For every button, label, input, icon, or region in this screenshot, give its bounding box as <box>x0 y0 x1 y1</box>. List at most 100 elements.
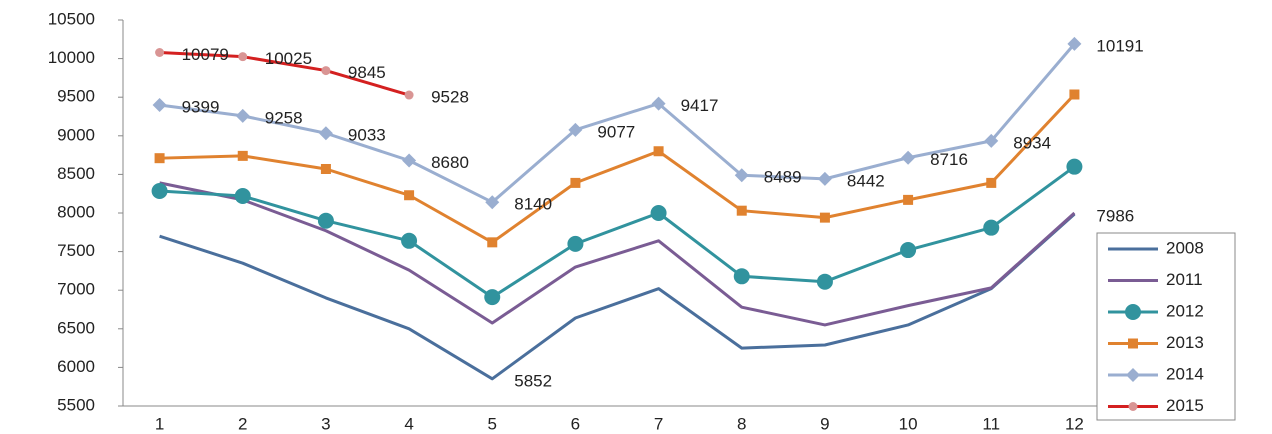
point-marker <box>903 194 914 205</box>
series-line <box>159 212 1076 381</box>
x-tick-label: 5 <box>488 414 497 433</box>
point-marker <box>819 212 830 223</box>
y-tick-label: 5500 <box>57 395 95 414</box>
point-marker <box>734 168 749 183</box>
x-tick-label: 4 <box>404 414 413 433</box>
point-marker <box>1069 89 1080 100</box>
series-line <box>159 165 1076 299</box>
point-marker <box>653 146 664 157</box>
point-marker <box>1067 36 1082 51</box>
data-label: 9417 <box>681 96 719 115</box>
data-label: 8140 <box>514 195 552 214</box>
point-marker <box>151 182 168 199</box>
data-label: 8934 <box>1013 133 1051 152</box>
data-label: 8680 <box>431 153 469 172</box>
data-label: 9399 <box>182 97 220 116</box>
point-marker <box>570 177 581 188</box>
point-marker <box>321 66 331 76</box>
x-tick-label: 1 <box>155 414 164 433</box>
point-marker <box>986 177 997 188</box>
point-marker <box>901 150 916 165</box>
point-marker <box>317 212 334 229</box>
data-label: 7986 <box>1096 207 1134 226</box>
x-tick-label: 2 <box>238 414 247 433</box>
point-marker <box>817 171 832 186</box>
legend-marker <box>1126 368 1140 382</box>
point-marker <box>155 48 165 58</box>
point-marker <box>235 108 250 123</box>
point-marker <box>238 52 248 62</box>
y-tick-label: 6000 <box>57 357 95 376</box>
y-tick-label: 9000 <box>57 125 95 144</box>
legend-label: 2008 <box>1166 238 1204 257</box>
point-marker <box>234 188 251 205</box>
y-tick-label: 8000 <box>57 202 95 221</box>
legend-label: 2011 <box>1166 270 1203 289</box>
x-tick-label: 9 <box>820 414 829 433</box>
point-marker <box>404 90 414 100</box>
series-line <box>159 93 1076 244</box>
data-label: 8716 <box>930 150 968 169</box>
point-marker <box>733 268 750 285</box>
data-label: 9845 <box>348 63 386 82</box>
legend <box>1096 232 1236 421</box>
y-tick-label: 7000 <box>57 280 95 299</box>
legend-marker <box>1128 402 1138 411</box>
data-label: 10079 <box>182 45 229 64</box>
point-marker <box>900 242 917 259</box>
y-tick-label: 9500 <box>57 87 95 106</box>
point-marker <box>568 122 583 137</box>
point-marker <box>984 133 999 148</box>
point-marker <box>152 97 167 112</box>
data-label: 8489 <box>764 168 802 187</box>
legend-marker <box>1125 304 1141 320</box>
data-label: 10025 <box>265 49 312 68</box>
point-marker <box>487 237 498 248</box>
series-line <box>159 181 1076 327</box>
x-tick-label: 7 <box>654 414 663 433</box>
data-label: 10191 <box>1096 36 1143 55</box>
x-tick-label: 3 <box>321 414 330 433</box>
point-marker <box>318 126 333 141</box>
data-label: 9033 <box>348 126 386 145</box>
point-marker <box>736 205 747 216</box>
y-tick-label: 8500 <box>57 164 95 183</box>
data-label: 9258 <box>265 108 303 127</box>
point-marker <box>320 163 331 174</box>
series-line <box>159 51 410 97</box>
x-tick-label: 6 <box>571 414 580 433</box>
point-marker <box>237 150 248 161</box>
legend-label: 2013 <box>1166 333 1204 352</box>
legend-label: 2015 <box>1166 396 1204 415</box>
x-tick-label: 8 <box>737 414 746 433</box>
point-marker <box>154 153 165 164</box>
legend-marker <box>1128 338 1138 349</box>
point-marker <box>404 190 415 201</box>
x-tick-label: 10 <box>899 414 918 433</box>
point-marker <box>650 205 667 221</box>
y-tick-label: 6500 <box>57 318 95 337</box>
point-marker <box>1066 158 1083 175</box>
point-marker <box>651 96 666 111</box>
x-tick-label: 11 <box>982 414 1000 433</box>
data-label: 8442 <box>847 171 885 190</box>
point-marker <box>816 273 833 290</box>
x-tick-label: 12 <box>1065 414 1084 433</box>
point-marker <box>983 219 1000 236</box>
series-line <box>159 42 1076 204</box>
y-tick-label: 10500 <box>48 9 95 28</box>
y-tick-label: 7500 <box>57 241 95 260</box>
legend-label: 2014 <box>1166 364 1204 383</box>
legend-label: 2012 <box>1166 301 1204 320</box>
y-tick-label: 10000 <box>48 48 95 67</box>
point-marker <box>567 235 584 252</box>
data-label: 5852 <box>514 371 552 390</box>
point-marker <box>401 232 418 249</box>
data-label: 9528 <box>431 88 469 107</box>
point-marker <box>484 289 501 306</box>
point-marker <box>402 153 417 168</box>
data-label: 9077 <box>597 122 635 141</box>
point-marker <box>485 195 500 210</box>
